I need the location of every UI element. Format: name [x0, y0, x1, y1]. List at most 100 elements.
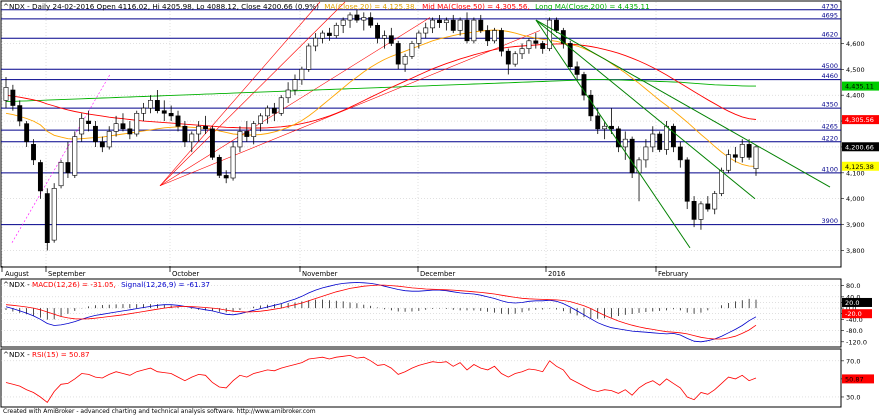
macd-tick-label: -80.0	[846, 327, 863, 335]
ma50-header: Mid MA(Close,50) = 4,305.56,	[422, 2, 530, 11]
candle-down	[732, 154, 738, 158]
fan-line	[159, 1, 346, 186]
candle-down	[595, 115, 601, 130]
level-label: 4220	[821, 134, 838, 142]
ma20-header: MA(Close,20) = 4,125.38,	[324, 2, 417, 11]
level-label: 4100	[821, 165, 838, 173]
price-header-main: ^NDX - Daily 24-02-2016 Open 4116.02, Hi…	[3, 2, 319, 11]
candle-down	[615, 128, 621, 148]
candle-up	[333, 24, 339, 36]
price-tick-label: 4,600	[846, 40, 865, 48]
price-tick-label: 4,000	[846, 195, 865, 203]
downtrend-line	[535, 19, 756, 200]
candle-down	[86, 120, 92, 124]
candle-down	[175, 115, 181, 127]
candle-up	[512, 53, 518, 65]
candle-up	[361, 17, 367, 21]
candle-up	[423, 27, 429, 34]
macd-tick-label: 40.0	[846, 293, 860, 301]
value-label-box	[842, 115, 879, 125]
rsi-tick-label: 30.0	[846, 393, 860, 401]
month-label: 2016	[548, 270, 565, 278]
candle-down	[437, 19, 442, 24]
value-label-box	[842, 161, 879, 171]
candle-up	[285, 89, 291, 99]
fan-line	[159, 17, 431, 187]
fan-line	[159, 30, 541, 187]
candle-down	[368, 17, 374, 26]
candle-up	[382, 35, 387, 39]
price-pane[interactable]	[0, 0, 842, 268]
rsi-header: ^NDX - RSI(15) = 50.87	[3, 350, 90, 359]
price-header: ^NDX - Daily 24-02-2016 Open 4116.02, Hi…	[3, 2, 650, 11]
candle-up	[526, 40, 532, 49]
candle-up	[547, 19, 553, 49]
level-label: 3900	[821, 217, 838, 225]
candle-up	[292, 79, 298, 91]
candle-down	[216, 156, 222, 176]
level-label: 4730	[821, 2, 838, 10]
candle-down	[691, 200, 697, 220]
candle-down	[44, 193, 50, 244]
candle-down	[271, 107, 277, 114]
macd-header-signal: Signal(12,26,9) = -61.37	[121, 280, 210, 289]
rsi-header-text: RSI(15) = 50.87	[32, 350, 90, 359]
candle-up	[471, 19, 477, 42]
candle-up	[258, 115, 264, 124]
price-tick-label: 4,400	[846, 92, 865, 100]
macd-tick-label: -120.0	[846, 338, 867, 346]
month-label: August	[5, 270, 29, 278]
rsi-value-box	[842, 374, 874, 384]
candle-up	[278, 97, 284, 114]
month-label: December	[420, 270, 455, 278]
level-label: 4620	[821, 31, 838, 39]
candle-up	[443, 19, 449, 24]
candle-up	[265, 107, 270, 117]
macd-value-label: -20.0	[845, 310, 862, 318]
candle-down	[705, 203, 711, 210]
candle-up	[409, 43, 415, 57]
macd-tick-label: -40.0	[846, 316, 863, 324]
candle-down	[746, 144, 752, 158]
value-label: 4,200.66	[845, 143, 874, 151]
price-tick-label: 3,900	[846, 221, 865, 229]
candle-up	[72, 136, 78, 176]
macd-pane[interactable]	[0, 278, 842, 348]
candle-down	[388, 35, 394, 44]
macd-tick-label: 0.0	[846, 305, 856, 313]
candle-down	[354, 14, 360, 21]
candle-down	[670, 125, 676, 148]
downtrend-line	[535, 19, 691, 249]
rsi-tick-label: 70.0	[846, 357, 860, 365]
candle-up	[430, 19, 436, 29]
candle-down	[567, 43, 573, 68]
candle-down	[65, 162, 71, 174]
candle-down	[478, 19, 484, 31]
candle-down	[161, 110, 167, 114]
candle-up	[58, 162, 64, 187]
month-label: February	[658, 270, 688, 278]
macd-header-macd: MACD(12,26) = -31.05,	[32, 280, 116, 289]
candle-up	[320, 32, 325, 39]
footer-credit: Created with AmiBroker - advanced charti…	[3, 408, 316, 415]
candle-down	[677, 146, 683, 161]
candle-up	[719, 169, 725, 194]
candle-down	[10, 89, 16, 106]
rsi-pane[interactable]	[0, 348, 842, 408]
candle-down	[24, 123, 30, 143]
candle-up	[141, 107, 147, 114]
candle-up	[306, 45, 312, 70]
candle-up	[340, 19, 346, 26]
value-label: 4,435.11	[845, 83, 874, 91]
signal-line	[5, 284, 757, 340]
candle-down	[684, 159, 690, 202]
candle-down	[17, 105, 23, 122]
candle-down	[326, 32, 332, 36]
level-label: 4460	[821, 72, 838, 80]
month-label: November	[302, 270, 338, 278]
candle-down	[609, 125, 614, 130]
candle-down	[498, 30, 504, 52]
candle-down	[540, 43, 546, 49]
value-label: 4,125.38	[845, 163, 874, 171]
candle-down	[120, 123, 126, 130]
